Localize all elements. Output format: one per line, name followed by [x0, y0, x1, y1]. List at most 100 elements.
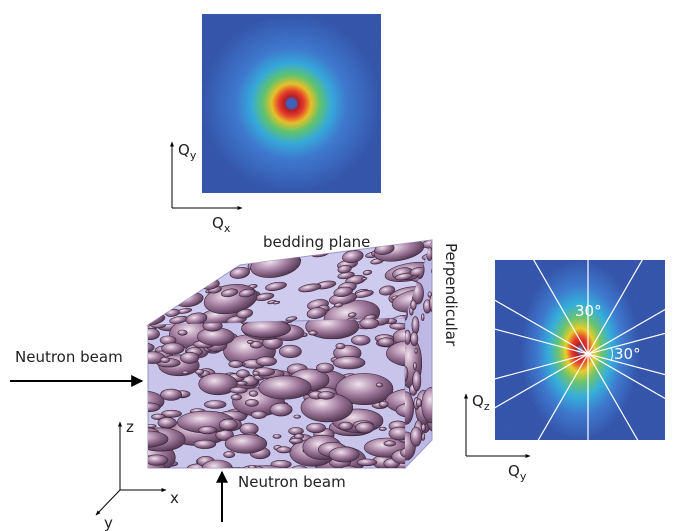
pore — [405, 329, 411, 345]
pore — [148, 327, 150, 337]
pore — [298, 283, 322, 293]
pore — [236, 369, 250, 379]
pore — [338, 421, 354, 431]
label-sub: x — [224, 222, 231, 235]
pore — [179, 240, 223, 258]
label-main: Q — [178, 141, 190, 159]
pore — [426, 444, 432, 455]
pore — [156, 276, 197, 297]
pore — [160, 388, 182, 401]
pore — [252, 371, 260, 376]
angle-arc — [610, 346, 613, 362]
pore — [229, 386, 248, 394]
pore — [197, 258, 210, 264]
pore — [357, 467, 381, 468]
pore — [415, 398, 422, 408]
axis-label: Qz — [472, 392, 490, 413]
pore — [148, 424, 157, 429]
pore — [361, 277, 368, 281]
pore — [429, 458, 432, 466]
label-sub: z — [484, 400, 490, 413]
pore — [387, 473, 404, 480]
pore — [388, 426, 405, 441]
beam-label: Neutron beam — [15, 348, 123, 366]
pore — [161, 409, 182, 418]
pore — [386, 339, 405, 367]
pore — [238, 288, 256, 298]
pore — [148, 262, 164, 281]
side-label: Perpendicular — [442, 243, 460, 347]
pore — [378, 285, 396, 296]
pore — [148, 402, 161, 413]
pore — [335, 343, 346, 350]
pore — [219, 240, 230, 245]
pore — [351, 334, 371, 346]
pore — [421, 313, 425, 321]
pore — [159, 357, 171, 363]
pore — [166, 240, 217, 253]
axis-label: z — [126, 418, 134, 436]
pore — [198, 426, 217, 435]
pore — [154, 297, 164, 302]
pore — [424, 447, 429, 458]
pore — [377, 337, 395, 347]
pore — [177, 329, 188, 336]
label-main: Q — [508, 462, 520, 480]
pore — [396, 469, 410, 476]
pore — [288, 438, 304, 444]
pore — [269, 402, 293, 417]
pore — [414, 348, 418, 354]
pore — [305, 318, 360, 340]
pore — [218, 418, 238, 431]
pore — [148, 342, 155, 353]
pore — [198, 372, 238, 396]
pore — [183, 258, 198, 267]
label-main: Q — [212, 214, 224, 232]
pore — [258, 375, 312, 400]
pore — [288, 427, 304, 436]
pore — [235, 380, 248, 386]
pore — [293, 414, 302, 419]
pore — [337, 264, 352, 274]
axis-arrow — [95, 489, 121, 516]
pore — [204, 400, 227, 409]
noise — [202, 14, 381, 193]
axis-label: Qy — [178, 141, 197, 162]
pore — [161, 342, 185, 355]
pore — [332, 356, 366, 370]
pore — [405, 366, 409, 382]
pore — [317, 391, 335, 400]
pore — [200, 253, 209, 258]
pore — [224, 433, 268, 454]
pore — [265, 281, 287, 291]
pore — [222, 240, 231, 241]
pore — [272, 434, 282, 439]
pore — [226, 467, 243, 468]
pore — [227, 467, 250, 468]
pore — [137, 461, 145, 465]
axis-label: y — [104, 514, 113, 531]
pore — [285, 316, 298, 322]
pore — [250, 410, 267, 419]
pore — [333, 286, 353, 298]
pore — [223, 451, 236, 458]
pore — [181, 370, 190, 375]
pore — [395, 402, 405, 418]
pore — [248, 390, 259, 397]
pore — [421, 423, 426, 432]
pore — [316, 362, 334, 374]
pore — [417, 453, 422, 464]
pore — [378, 426, 387, 431]
pore — [149, 268, 164, 276]
pore — [278, 344, 302, 359]
pore — [411, 316, 420, 335]
pore — [428, 453, 432, 468]
pore — [342, 250, 364, 264]
pore — [378, 400, 389, 408]
pore — [429, 293, 432, 313]
pore — [355, 422, 375, 434]
pore — [255, 356, 277, 367]
pore — [194, 256, 202, 260]
pore — [431, 268, 432, 274]
